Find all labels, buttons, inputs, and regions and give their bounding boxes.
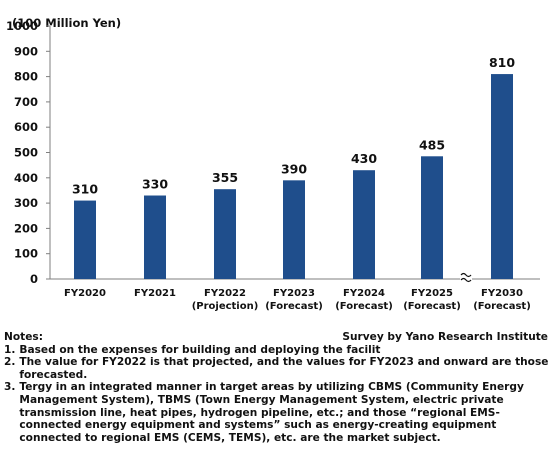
note-text: Tergy in an integrated manner in target … (19, 381, 524, 444)
data-label: 330 (142, 177, 168, 192)
data-label: 355 (212, 170, 238, 185)
note-item-1: 1. Based on the expenses for building an… (4, 344, 552, 357)
bar (214, 189, 236, 279)
bar (353, 170, 375, 279)
category-label: (Forecast) (473, 301, 531, 312)
data-label: 485 (419, 137, 445, 152)
y-axis: 0 100 200 300 400 500 600 700 800 900 1000 (6, 19, 51, 286)
note-number: 2. (4, 356, 16, 369)
notes-header: Notes: Survey by Yano Research Institute (4, 331, 552, 344)
bar (283, 180, 305, 279)
y-tick-label: 1000 (6, 19, 38, 33)
y-tick-label: 100 (14, 247, 38, 261)
y-tick-label: 500 (14, 146, 38, 160)
note-number: 3. (4, 381, 16, 394)
notes-heading: Notes: (4, 331, 43, 343)
y-tick-label: 400 (14, 171, 38, 185)
bar (491, 74, 513, 279)
category-label: FY2020 (64, 288, 106, 299)
category-label: FY2022 (204, 288, 246, 299)
category-label: FY2021 (134, 288, 176, 299)
source-credit: Survey by Yano Research Institute (342, 331, 548, 343)
notes-section: Notes: Survey by Yano Research Institute… (4, 331, 552, 444)
axis-break-marker (460, 272, 472, 284)
bar (144, 195, 166, 279)
data-label: 390 (281, 161, 307, 176)
bar (421, 156, 443, 279)
y-axis-unit-label: (100 Million Yen) (12, 16, 122, 30)
note-text: The value for FY2022 is that projected, … (19, 356, 549, 381)
note-number: 1. (4, 343, 16, 356)
note-item-3: 3. Tergy in an integrated manner in targ… (4, 381, 552, 444)
note-text: Based on the expenses for building and d… (19, 343, 381, 356)
bar (74, 200, 96, 279)
data-label: 310 (72, 182, 98, 197)
y-tick-label: 200 (14, 221, 38, 235)
category-label: FY2030 (481, 288, 523, 299)
y-tick-label: 900 (14, 44, 38, 58)
y-tick-label: 800 (14, 70, 38, 84)
break-wave-upper (460, 272, 472, 278)
category-label: (Forecast) (265, 301, 323, 312)
bars (74, 74, 513, 279)
category-label: FY2024 (343, 288, 385, 299)
category-label: (Projection) (192, 301, 259, 312)
data-label: 810 (489, 55, 515, 70)
category-label: FY2023 (273, 288, 315, 299)
y-tick-label: 700 (14, 95, 38, 109)
break-wave-lower (460, 277, 472, 283)
data-labels: 310 330 355 390 430 485 810 (72, 55, 515, 197)
category-label: FY2025 (411, 288, 453, 299)
y-tick-label: 0 (30, 272, 38, 286)
category-label: (Forecast) (403, 301, 461, 312)
y-tick-label: 600 (14, 120, 38, 134)
category-label: (Forecast) (335, 301, 393, 312)
data-label: 430 (351, 151, 377, 166)
category-labels: FY2020 FY2021 FY2022 (Projection) FY2023 (For… (64, 288, 531, 312)
note-item-2: 2. The value for FY2022 is that projecte… (4, 356, 552, 381)
y-tick-label: 300 (14, 196, 38, 210)
